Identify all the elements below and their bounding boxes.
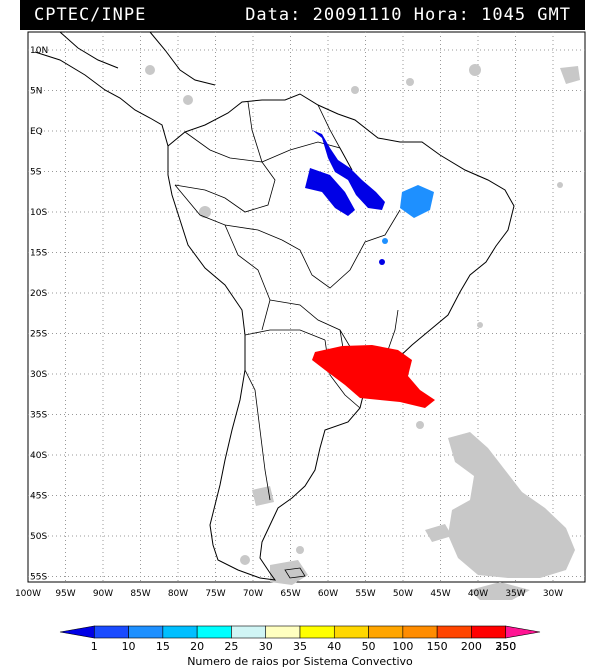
country-borders: [174, 101, 401, 501]
lon-label: 80W: [168, 589, 188, 599]
system-amazon-dense: [305, 130, 385, 216]
legend-value: 350: [495, 640, 516, 653]
lat-label: 5N: [30, 87, 42, 97]
legend-swatch: [471, 625, 507, 639]
legend-swatch: [59, 625, 95, 639]
central-america-coastline: [34, 51, 169, 147]
lat-label: 5S: [30, 168, 42, 178]
legend-value: 15: [156, 640, 170, 653]
legend-swatch: [436, 625, 472, 639]
lat-label: EQ: [30, 127, 43, 137]
convective-systems: [305, 130, 435, 408]
legend-value: 150: [427, 640, 448, 653]
system-amazon-east: [400, 185, 434, 218]
legend-swatch: [368, 625, 404, 639]
legend-value: 40: [327, 640, 341, 653]
lon-label: 30W: [543, 589, 563, 599]
legend-value: 100: [392, 640, 413, 653]
system-southern-brazil: [312, 345, 435, 408]
legend-swatch: [265, 625, 301, 639]
legend-value: 20: [190, 640, 204, 653]
legend-swatch: [93, 625, 129, 639]
lightning-map: 10N 5N EQ 5S 10S 15S 20S 25S 30S 35S 40S 45S 50S 55S 1…: [15, 31, 586, 600]
legend-swatch: [196, 625, 232, 639]
legend-swatch: [299, 625, 335, 639]
legend-swatch: [128, 625, 164, 639]
system-small-2: [379, 259, 385, 265]
legend-value: 10: [122, 640, 136, 653]
legend-value: 50: [362, 640, 376, 653]
source-label: CPTEC/INPE: [34, 5, 147, 25]
legend-value: 25: [224, 640, 238, 653]
legend-swatch: [402, 625, 438, 639]
lon-label: 85W: [130, 589, 150, 599]
lat-label: 45S: [30, 492, 47, 502]
lon-label: 90W: [93, 589, 113, 599]
lat-label: 20S: [30, 289, 47, 299]
lon-label: 75W: [205, 589, 225, 599]
legend-value: 1: [91, 640, 98, 653]
lat-label: 10N: [30, 46, 48, 56]
legend-title: Numero de raios por Sistema Convectivo: [187, 655, 413, 668]
lat-label: 35S: [30, 411, 47, 421]
lon-label: 60W: [318, 589, 338, 599]
lon-label: 70W: [243, 589, 263, 599]
lat-label: 10S: [30, 208, 47, 218]
color-legend: 1 10 15 20 25 30 35 40 50 100 150 200 250 350 Numero …: [0, 620, 600, 670]
system-small-1: [382, 238, 388, 244]
lon-label: 40W: [468, 589, 488, 599]
legend-value: 250: [495, 640, 516, 653]
lon-label: 100W: [15, 589, 41, 599]
south-america-coastline: [167, 93, 515, 581]
legend-swatch: [333, 625, 369, 639]
cloud-cover: [145, 64, 580, 600]
legend-swatch: [162, 625, 198, 639]
lon-label: 50W: [393, 589, 413, 599]
lon-label: 55W: [355, 589, 375, 599]
legend-value: 35: [293, 640, 307, 653]
legend-value: 30: [259, 640, 273, 653]
lon-label: 65W: [280, 589, 300, 599]
lat-label: 50S: [30, 532, 47, 542]
legend-swatch: [505, 625, 541, 639]
lat-label: 25S: [30, 330, 47, 340]
legend-value: 200: [461, 640, 482, 653]
lat-label: 55S: [30, 573, 47, 583]
lon-label: 35W: [505, 589, 525, 599]
lat-label: 15S: [30, 249, 47, 259]
datetime-label: Data: 20091110 Hora: 1045 GMT: [245, 5, 571, 25]
legend-swatch: [231, 625, 267, 639]
lon-label: 95W: [55, 589, 75, 599]
lat-label: 40S: [30, 451, 47, 461]
map-header: CPTEC/INPE Data: 20091110 Hora: 1045 GMT: [20, 0, 585, 30]
lon-label: 45W: [430, 589, 450, 599]
lat-label: 30S: [30, 370, 47, 380]
